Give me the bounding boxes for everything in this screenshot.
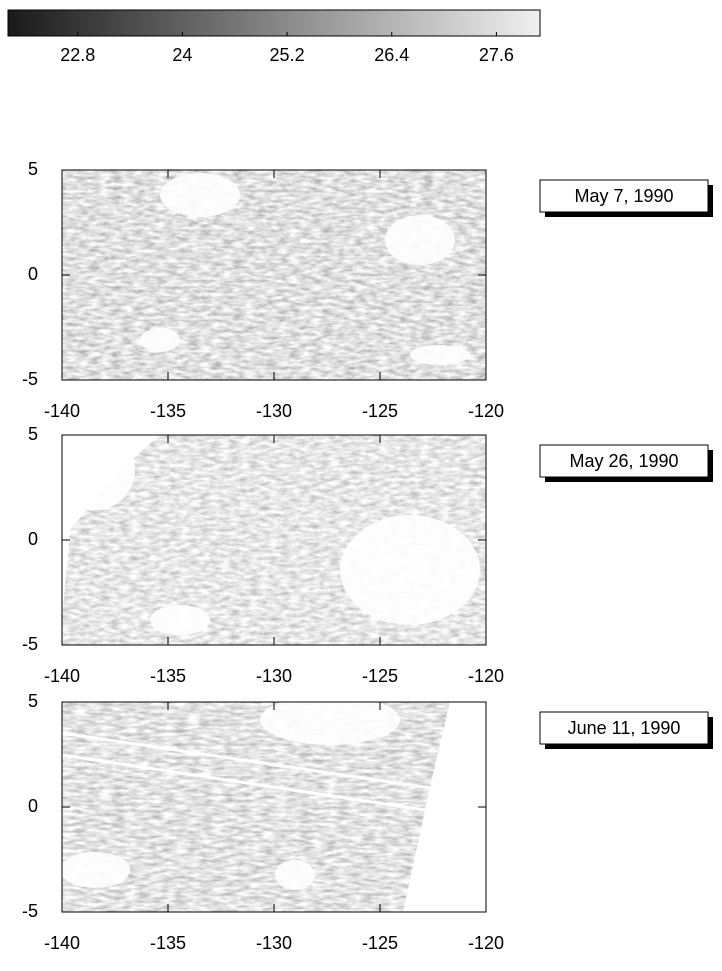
x-tick-label: -130 xyxy=(256,401,292,421)
panel-label: May 26, 1990 xyxy=(569,451,678,471)
y-tick-label: 0 xyxy=(28,264,38,284)
cloud-gap xyxy=(410,345,470,365)
colorbar-tick-label: 25.2 xyxy=(270,45,305,65)
cloud-gap xyxy=(60,852,130,888)
x-tick-label: -125 xyxy=(362,666,398,686)
panel-label: June 11, 1990 xyxy=(568,718,681,738)
x-tick-label: -125 xyxy=(362,933,398,953)
y-tick-label: 0 xyxy=(28,796,38,816)
cloud-gap xyxy=(160,173,240,217)
y-tick-label: 5 xyxy=(28,691,38,711)
swath-gap xyxy=(61,731,431,790)
cloud-gap xyxy=(385,215,455,265)
colorbar-tick-label: 27.6 xyxy=(479,45,514,65)
x-tick-label: -135 xyxy=(150,933,186,953)
x-tick-label: -125 xyxy=(362,401,398,421)
y-tick-label: -5 xyxy=(22,369,38,389)
panel-label: May 7, 1990 xyxy=(574,186,673,206)
cloud-gap xyxy=(275,860,315,890)
colorbar xyxy=(7,9,541,37)
y-tick-label: -5 xyxy=(22,634,38,654)
colorbar-tick-label: 22.8 xyxy=(60,45,95,65)
label-box xyxy=(539,179,709,213)
y-tick-label: 0 xyxy=(28,529,38,549)
cloud-gap xyxy=(150,605,210,635)
y-tick-label: -5 xyxy=(22,901,38,921)
label-box xyxy=(539,711,709,745)
x-tick-label: -140 xyxy=(44,933,80,953)
label-box xyxy=(539,444,709,478)
swath-gap xyxy=(61,753,426,812)
no-data xyxy=(62,435,160,620)
cloud-gap xyxy=(340,515,480,625)
x-tick-label: -135 xyxy=(150,666,186,686)
cloud-gap xyxy=(260,695,400,745)
cloud-gap xyxy=(140,328,180,352)
x-tick-label: -130 xyxy=(256,933,292,953)
y-tick-label: 5 xyxy=(28,424,38,444)
x-tick-label: -140 xyxy=(44,666,80,686)
x-tick-label: -140 xyxy=(44,401,80,421)
colorbar-tick-label: 24 xyxy=(172,45,192,65)
x-tick-label: -135 xyxy=(150,401,186,421)
image-texture xyxy=(62,170,486,380)
no-data xyxy=(403,702,486,912)
x-tick-label: -120 xyxy=(468,933,504,953)
x-tick-label: -130 xyxy=(256,666,292,686)
x-tick-label: -120 xyxy=(468,401,504,421)
y-tick-label: 5 xyxy=(28,159,38,179)
colorbar-tick-label: 26.4 xyxy=(374,45,409,65)
x-tick-label: -120 xyxy=(468,666,504,686)
